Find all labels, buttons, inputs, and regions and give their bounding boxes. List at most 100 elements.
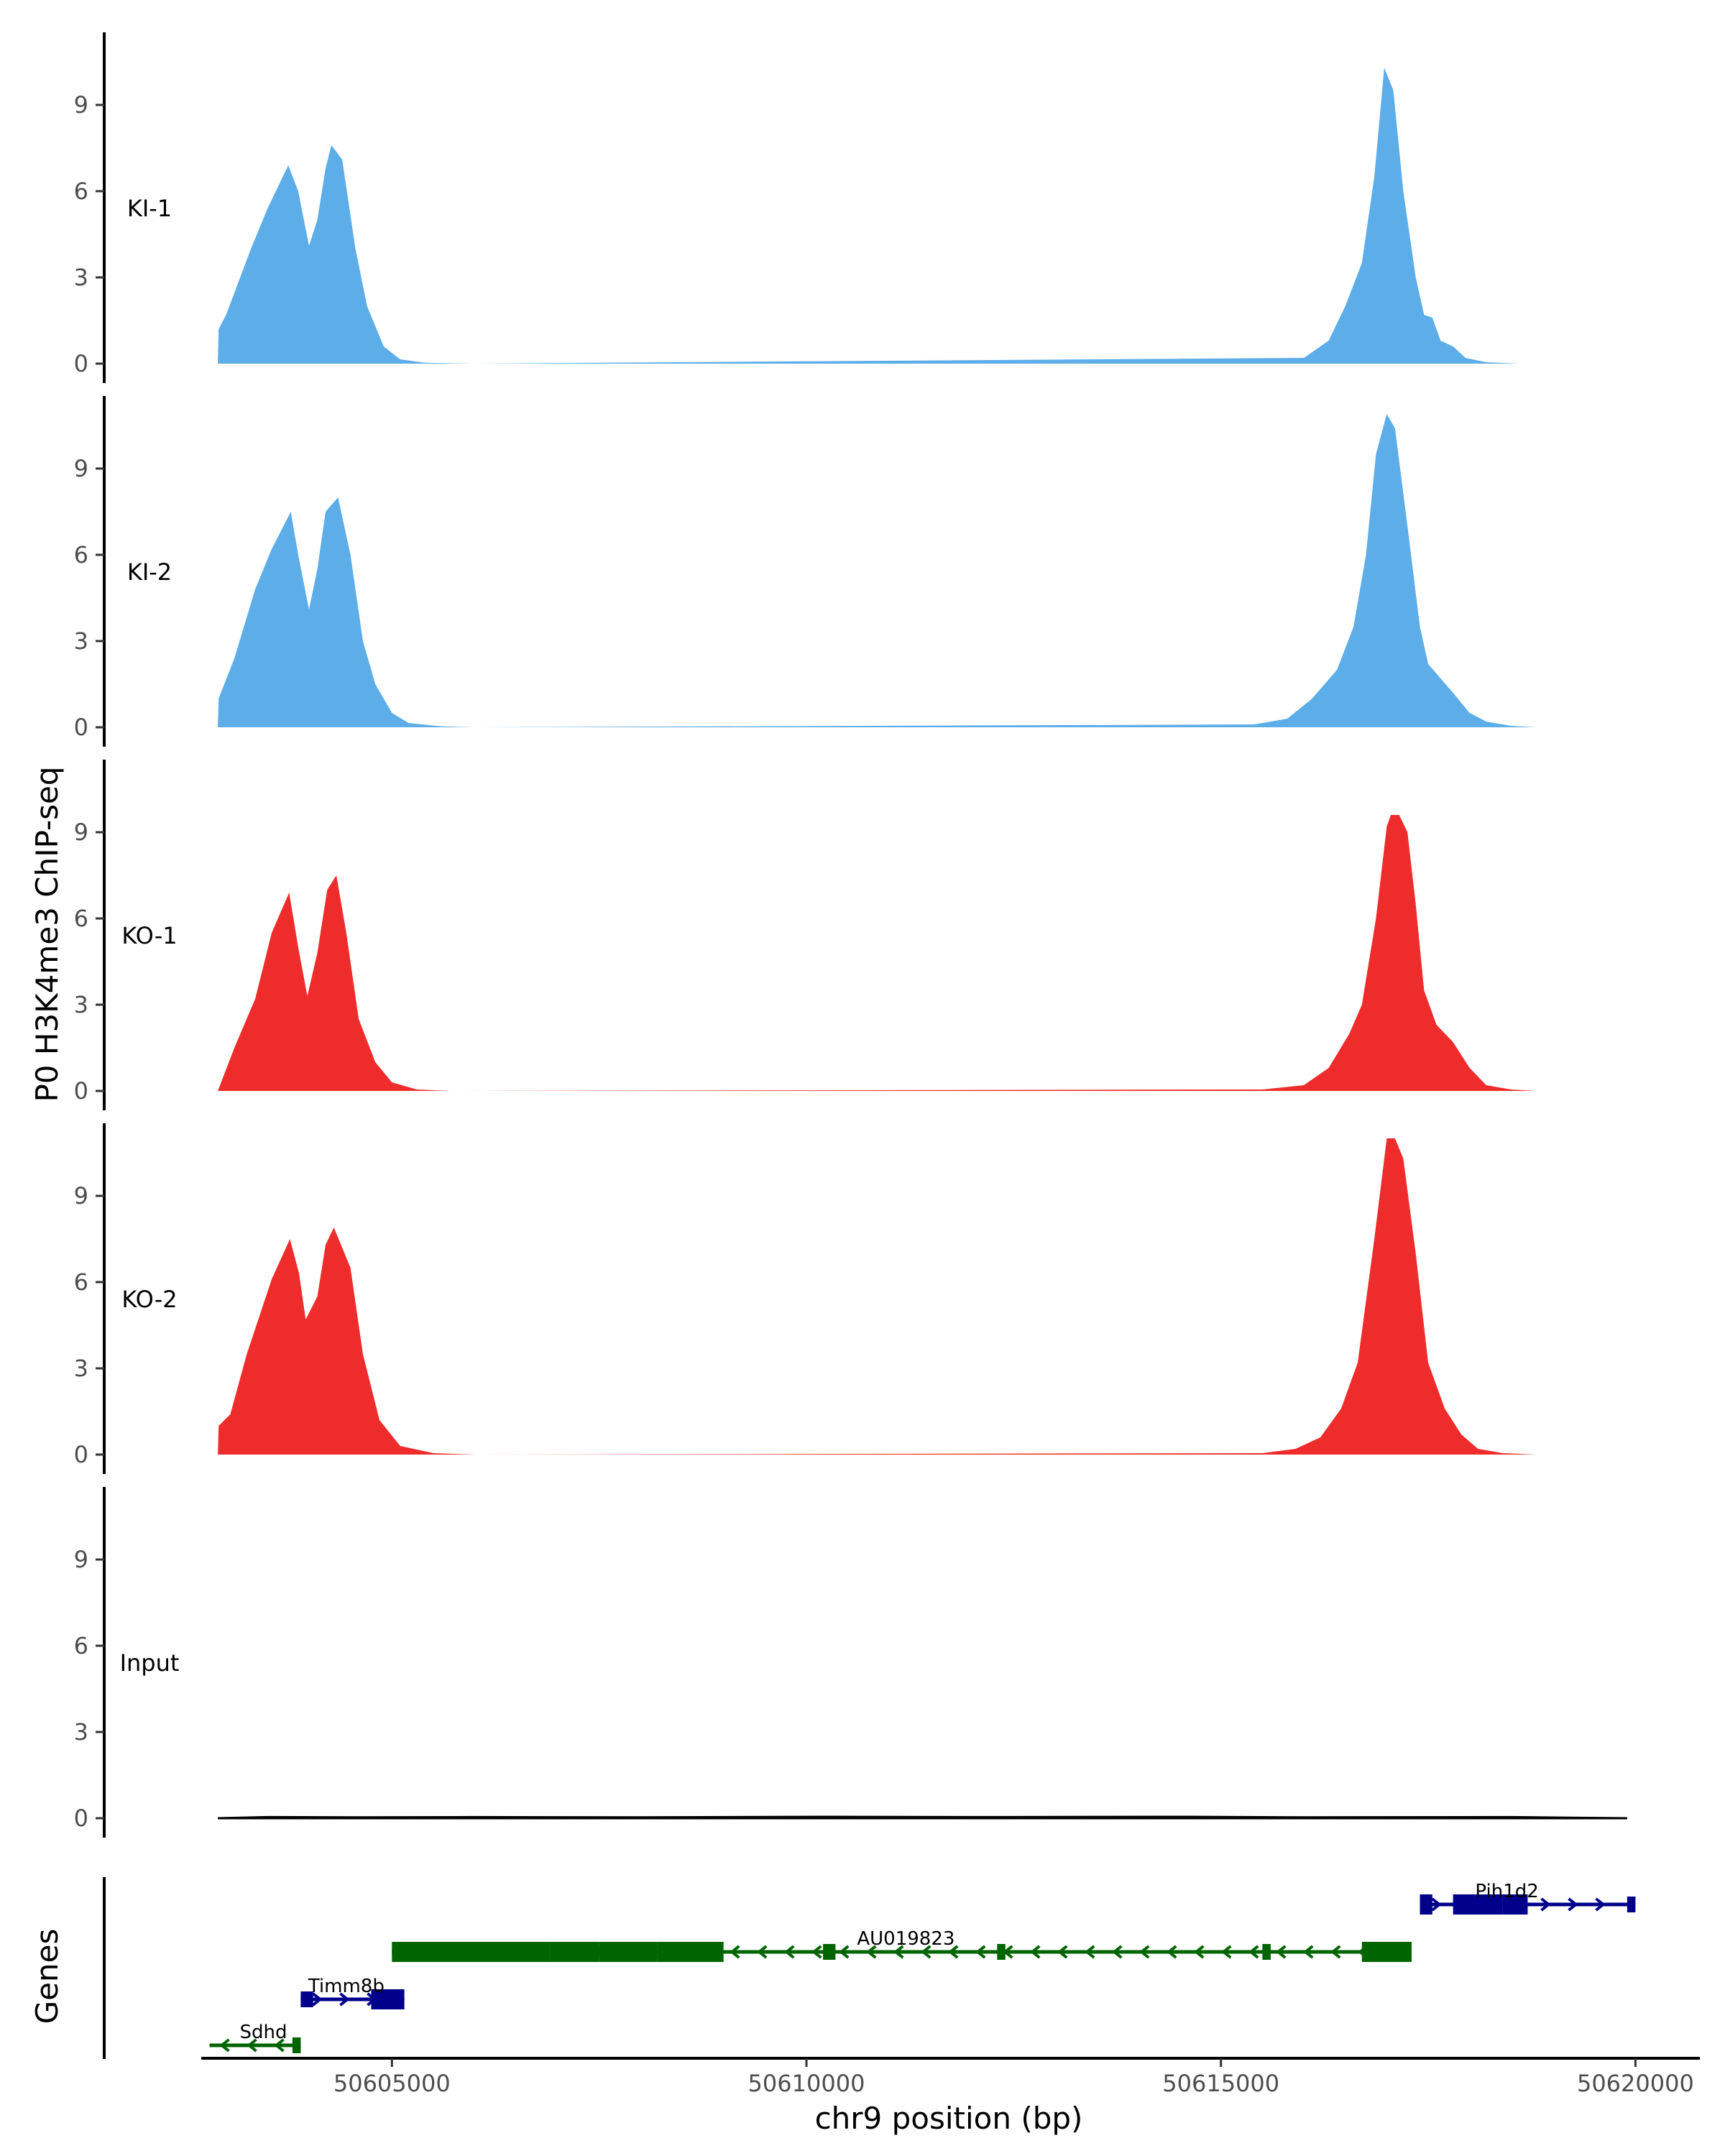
y-tick-label: 0 [74,714,88,741]
coverage-area-ko-2 [218,1138,1594,1455]
gene-exon [292,2037,301,2053]
y-tick-label: 6 [74,541,88,568]
strand-arrow [866,1945,877,1959]
track-panel-ki-2: 0 3 6 9 KI-2 [74,396,1627,747]
strand-arrow [948,1945,959,1959]
gene-exon [657,1942,724,1962]
gene-timm8b: Timm8b [300,1976,405,2009]
y-tick-label: 0 [74,1441,88,1468]
strand-arrow [1030,1945,1041,1959]
strand-arrow [784,1945,795,1959]
strand-arrow [1057,1945,1068,1959]
y-tick-label: 3 [74,1355,88,1382]
gene-label: Sdhd [240,2022,288,2043]
track-label-ko-1: KO-1 [121,922,177,949]
strand-arrow [339,1992,350,2007]
strand-arrow [1085,1945,1095,1959]
y-tick-label: 6 [74,1632,88,1659]
y-tick-label: 6 [74,1268,88,1296]
strand-arrow [1112,1945,1123,1959]
track-label-ki-1: KI-1 [127,195,172,222]
x-tick-label: 50605000 [334,2070,451,2097]
strand-arrow [1303,1945,1314,1959]
strand-arrow [893,1945,904,1959]
y-tick-label: 9 [74,819,88,846]
gene-exon [1453,1894,1503,1915]
y-tick-label: 0 [74,1805,88,1832]
gene-au019823: AU019823 [392,1928,1412,1962]
y-tick-label: 9 [74,1546,88,1573]
gene-track-title: Genes [29,1929,65,2024]
strand-arrow [1221,1945,1232,1959]
strand-arrow [1167,1945,1177,1959]
gene-label: Timm8b [308,1976,385,1997]
y-tick-label: 0 [74,350,88,377]
x-tick-label: 50610000 [748,2070,865,2097]
y-tick-label: 3 [74,991,88,1018]
track-panel-ko-1: 0 3 6 9 KO-1 [74,760,1627,1110]
gene-exon [1420,1894,1432,1915]
x-tick-label: 50620000 [1577,2070,1694,2097]
y-tick-label: 9 [74,91,88,119]
y-axis-title: P0 H3K4me3 ChIP-seq [29,766,65,1102]
y-tick-label: 3 [74,1718,88,1746]
y-tick-label: 3 [74,264,88,291]
strand-arrow [839,1945,850,1959]
strand-arrow [1568,1897,1578,1912]
strand-arrow [757,1945,768,1959]
y-tick-label: 6 [74,905,88,932]
strand-arrow [274,2038,285,2053]
strand-arrow [1194,1945,1205,1959]
y-tick-label: 6 [74,178,88,205]
strand-arrow [811,1945,822,1959]
gene-exon [549,1942,599,1962]
y-tick-label: 9 [74,455,88,482]
track-label-ki-2: KI-2 [127,558,172,586]
gene-exon [392,1942,550,1962]
y-tick-label: 0 [74,1077,88,1105]
gene-exon [1627,1897,1636,1912]
gene-exon [823,1944,836,1960]
y-tick-label: 3 [74,627,88,655]
x-axis: 50605000 50610000 50615000 50620000 [201,2057,1700,2097]
strand-arrow [312,1992,323,2007]
gene-exon [1262,1944,1271,1960]
coverage-area-input [218,1815,1627,1820]
strand-arrow [1139,1945,1150,1959]
strand-arrow [1330,1945,1341,1959]
track-panel-ko-2: 0 3 6 9 KO-2 [74,1123,1594,1474]
strand-arrow [1540,1897,1551,1912]
gene-exon [371,1989,405,2009]
gene-exon [1502,1894,1528,1915]
coverage-area-ki-1 [218,68,1627,364]
strand-arrow [1595,1897,1606,1912]
gene-sdhd: Sdhd [209,2022,301,2053]
strand-arrow [1248,1945,1259,1959]
gene-annotation-panel: Pih1d2 AU019823 Timm8b Sdhd [103,1877,1636,2059]
track-panel-ki-1: 0 3 6 9 KI-1 [74,32,1627,383]
strand-arrow [1431,1897,1442,1912]
coverage-area-ko-1 [218,815,1627,1091]
gene-exon [599,1942,658,1962]
strand-arrow [921,1945,932,1959]
coverage-area-ki-2 [218,414,1627,727]
strand-arrow [247,2038,257,2053]
gene-pih1d2: Pih1d2 [1420,1881,1636,1915]
track-label-ko-2: KO-2 [121,1286,177,1313]
strand-arrow [219,2038,230,2053]
track-panel-input: 0 3 6 9 Input [74,1487,1627,1838]
gene-exon [997,1944,1006,1960]
strand-arrow [1276,1945,1287,1959]
coverage-panels: 0 3 6 9 KI-1 0 3 6 9 KI-2 0 3 6 9 KO-1 0 3 6 9 KO-2 0 3 6 9 Inpu… [74,32,1627,1838]
track-label-input: Input [120,1649,180,1677]
gene-exon [300,1991,313,2007]
x-axis-title: chr9 position (bp) [815,2101,1083,2136]
gene-exon [1361,1942,1412,1962]
gene-label: AU019823 [857,1928,954,1950]
gene-label: Pih1d2 [1475,1881,1538,1902]
strand-arrow [730,1945,740,1959]
y-tick-label: 9 [74,1182,88,1210]
strand-arrow [975,1945,986,1959]
x-tick-label: 50615000 [1162,2070,1279,2097]
